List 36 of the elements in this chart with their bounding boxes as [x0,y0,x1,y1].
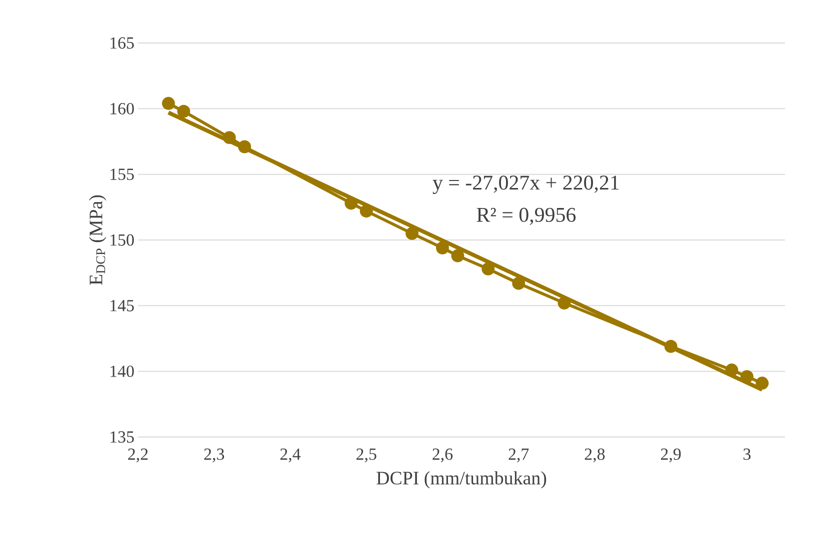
x-tick-label: 2,2 [128,448,148,462]
point [162,96,175,110]
point [238,140,252,154]
x-tick-label: 2,8 [584,448,605,462]
x-tick-label: 3 [744,448,751,460]
point [664,340,678,353]
x-tick-label: 2,9 [660,448,681,462]
annotation: R² = 0,9956 [476,208,576,225]
point [360,204,373,218]
y-tick-label: 150 [110,234,134,246]
point [177,104,190,118]
x-tick-label: 2,7 [508,448,529,462]
point [725,364,738,376]
y-axis-title: E$_{DCP}$ (MPa) [89,195,106,285]
point [558,296,571,310]
point [436,241,449,254]
point [406,226,419,240]
y-tick-label: 135 [110,431,134,443]
y-tick-label: 145 [110,300,134,312]
y-tick-label: 140 [110,366,134,378]
point [482,262,495,276]
x-axis-title: DCPI (mm/tumbukan) [376,471,546,488]
x-tick-label: 2,6 [432,448,453,462]
annotation: y = -27,027x + 220,21 [432,176,619,194]
y-tick-label: 155 [110,168,134,180]
point [222,131,236,144]
x-tick-label: 2,5 [356,448,376,462]
point [451,249,464,262]
x-tick-label: 2,4 [280,448,301,462]
point [740,370,754,384]
point [756,376,769,390]
point [512,276,526,290]
y-tick-label: 165 [110,37,134,49]
x-tick-label: 2,3 [204,448,224,462]
point [344,196,358,210]
y-tick-label: 160 [110,102,134,114]
